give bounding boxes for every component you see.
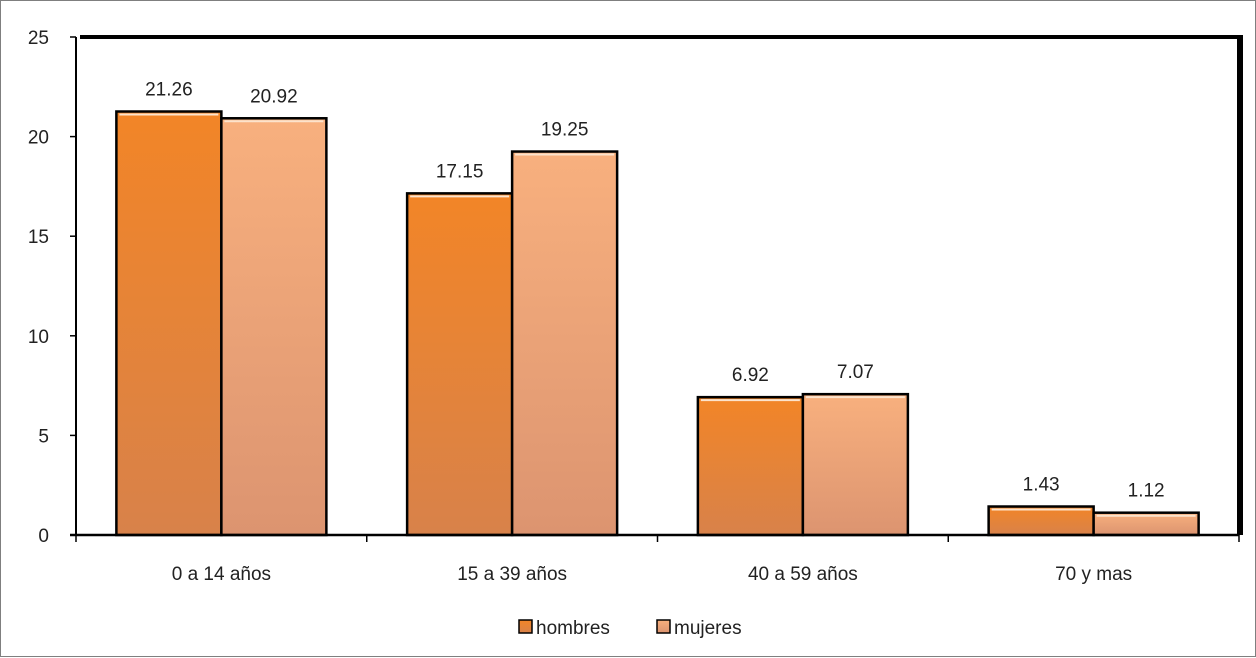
- legend: hombres mujeres: [518, 618, 742, 639]
- x-category-label: 15 a 39 años: [457, 564, 567, 585]
- bar-hombres: [987, 505, 1095, 537]
- data-label: 1.12: [1128, 481, 1165, 502]
- bars: [115, 110, 1200, 537]
- legend-label-hombres: hombres: [536, 618, 610, 639]
- x-category-label: 0 a 14 años: [172, 564, 271, 585]
- y-tick-label: 20: [28, 128, 49, 149]
- y-tick-label: 25: [28, 28, 49, 49]
- bar-hombres: [405, 192, 514, 537]
- bar-hombres: [115, 110, 223, 537]
- x-category-label: 70 y mas: [1055, 564, 1132, 585]
- x-category-label: 40 a 59 años: [748, 564, 858, 585]
- y-tick-label: 15: [28, 227, 49, 248]
- bar-mujeres: [510, 150, 619, 537]
- data-label: 1.43: [1023, 475, 1060, 496]
- data-label: 20.92: [250, 86, 298, 107]
- data-label: 6.92: [732, 365, 769, 386]
- legend-label-mujeres: mujeres: [674, 618, 742, 639]
- y-tick-label: 0: [38, 526, 49, 547]
- data-label: 7.07: [837, 362, 874, 383]
- bar-hombres: [696, 395, 805, 537]
- data-label: 17.15: [436, 161, 484, 182]
- y-tick-label: 5: [38, 426, 49, 447]
- bar-mujeres: [801, 392, 910, 537]
- bar-mujeres: [220, 117, 328, 537]
- y-tick-label: 10: [28, 327, 49, 348]
- legend-swatch-mujeres: [656, 619, 671, 634]
- y-axis: 0 5 10 15 20 25: [28, 28, 77, 547]
- legend-swatch-hombres: [518, 619, 533, 634]
- data-labels: 21.26 20.92 17.15 19.25 6.92 7.07 1.43 1.12: [145, 80, 1165, 502]
- x-axis: 0 a 14 años 15 a 39 años 40 a 59 años 70 y …: [70, 533, 1240, 585]
- data-label: 21.26: [145, 80, 193, 101]
- data-label: 19.25: [541, 120, 589, 141]
